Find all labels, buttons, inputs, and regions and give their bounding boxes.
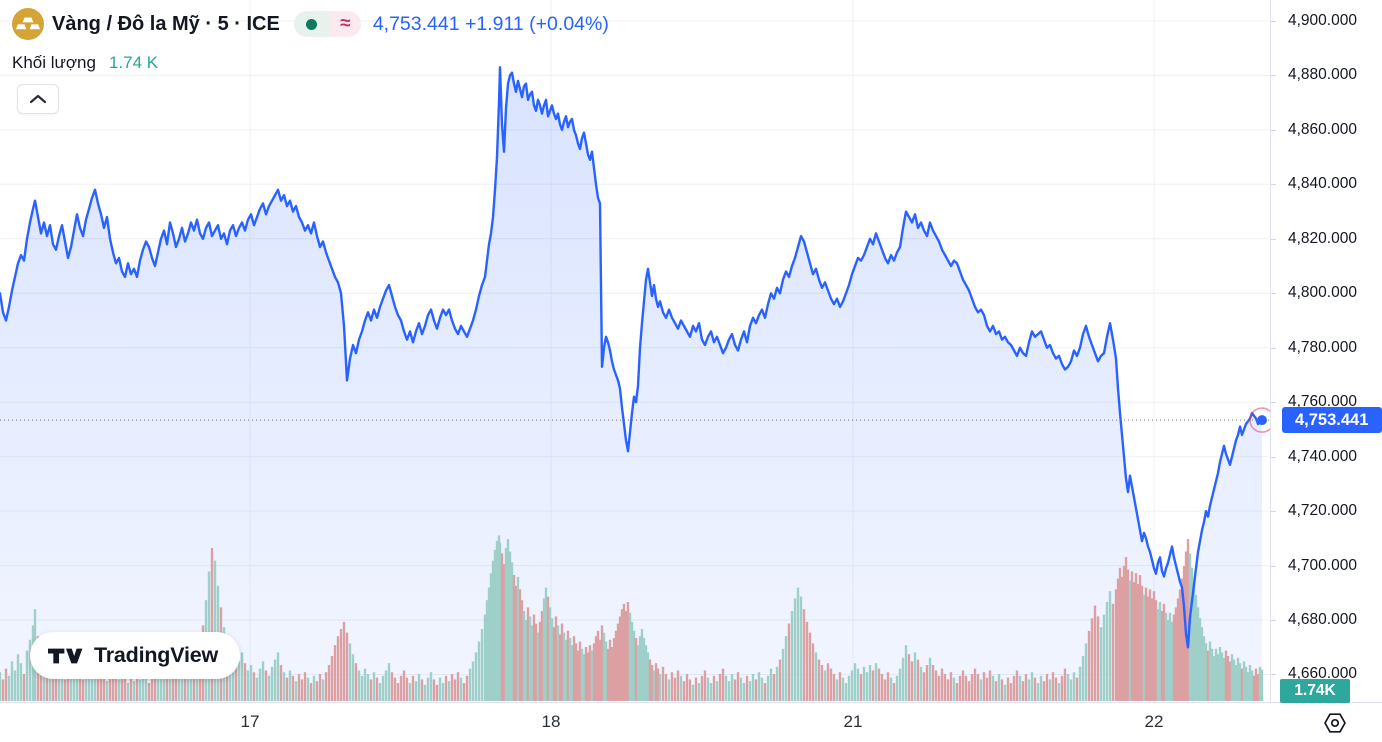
gold-symbol-icon xyxy=(12,8,44,40)
price-axis-label: 4,820.000 xyxy=(1288,229,1357,247)
price-axis-label: 4,880.000 xyxy=(1288,66,1357,84)
price-axis-tick xyxy=(1271,674,1276,675)
price-axis-tick xyxy=(1271,293,1276,294)
time-axis-label: 18 xyxy=(541,712,561,731)
price-axis-label: 4,840.000 xyxy=(1288,175,1357,193)
price-axis-tick xyxy=(1271,402,1276,403)
volume-value: 1.74 K xyxy=(108,53,159,72)
price-axis-label: 4,700.000 xyxy=(1288,556,1357,574)
price-axis-tick xyxy=(1271,348,1276,349)
price-axis-tick xyxy=(1271,566,1276,567)
price-axis-tick xyxy=(1271,620,1276,621)
price-axis-label: 4,800.000 xyxy=(1288,284,1357,302)
price-axis-label: 4,720.000 xyxy=(1288,502,1357,520)
time-axis-label: 21 xyxy=(843,712,863,731)
price-axis-tick xyxy=(1271,21,1276,22)
price-axis-tick xyxy=(1271,511,1276,512)
tradingview-logo-text: TradingView xyxy=(94,643,219,667)
price-axis-tick xyxy=(1271,184,1276,185)
time-axis-label: 22 xyxy=(1144,712,1164,731)
last-price-badge: 4,753.441 xyxy=(1282,407,1382,434)
price-axis-label: 4,900.000 xyxy=(1288,11,1357,29)
price-change-percent: (+0.04%) xyxy=(529,12,609,35)
market-open-badge[interactable] xyxy=(293,11,330,37)
price-axis-label: 4,680.000 xyxy=(1288,611,1357,629)
price-axis-label: 4,860.000 xyxy=(1288,120,1357,138)
price-axis-tick xyxy=(1271,130,1276,131)
hexagon-settings-icon xyxy=(1324,713,1346,733)
price-axis-label: 4,740.000 xyxy=(1288,447,1357,465)
collapse-legend-button[interactable] xyxy=(17,84,59,114)
delayed-data-badge[interactable]: ≈ xyxy=(329,11,361,37)
last-volume-badge: 1.74K xyxy=(1280,679,1350,703)
chart-canvas[interactable] xyxy=(0,0,1270,702)
market-status-badges[interactable]: ≈ xyxy=(293,11,361,37)
price-change-value: +1.911 xyxy=(465,12,524,35)
price-axis-tick xyxy=(1271,457,1276,458)
tradingview-glyph-icon xyxy=(48,648,83,663)
time-axis-label: 17 xyxy=(240,712,260,731)
price-axis-tick xyxy=(1271,239,1276,240)
quote-values: 4,753.441 +1.911 (+0.04%) xyxy=(373,13,609,36)
price-axis-label: 4,760.000 xyxy=(1288,393,1357,411)
time-axis[interactable]: 17 18 21 22 xyxy=(0,702,1382,742)
price-axis-tick xyxy=(1271,75,1276,76)
symbol-legend: Vàng / Đô la Mỹ · 5 · ICE ≈ 4,753.441 +1… xyxy=(12,8,609,114)
symbol-title[interactable]: Vàng / Đô la Mỹ · 5 · ICE xyxy=(52,12,280,35)
volume-label[interactable]: Khối lượng xyxy=(12,53,96,72)
axis-settings-button[interactable] xyxy=(1323,711,1347,735)
price-axis-label: 4,780.000 xyxy=(1288,338,1357,356)
volume-bars xyxy=(0,535,1264,701)
last-price-value: 4,753.441 xyxy=(372,12,460,35)
market-open-dot-icon xyxy=(306,18,318,30)
tradingview-logo[interactable]: TradingView xyxy=(30,632,241,679)
chevron-up-icon xyxy=(29,94,47,104)
price-axis-label: 4,660.000 xyxy=(1288,665,1357,683)
price-axis[interactable]: 4,753.441 1.74K 4,900.000 4,880.000 4,860.… xyxy=(1270,0,1382,703)
